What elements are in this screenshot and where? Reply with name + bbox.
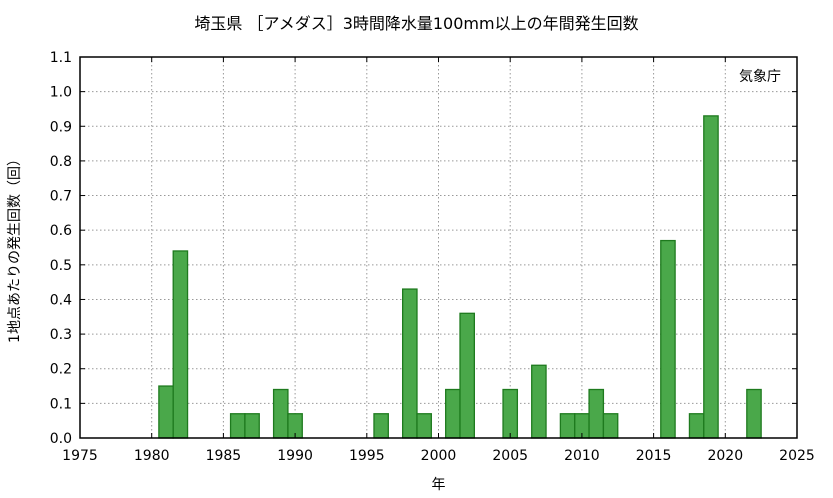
y-tick-label: 0.4 — [50, 292, 72, 308]
bar — [602, 413, 619, 439]
x-tick-label: 1975 — [62, 448, 98, 464]
bar — [229, 413, 246, 439]
bar — [688, 413, 705, 439]
bar — [272, 388, 289, 439]
source-annotation: 気象庁 — [739, 69, 781, 85]
bar — [158, 385, 174, 439]
x-axis-ticks: 1975 1980 1985 1990 1995 2000 2005 2010 2015 2020… — [62, 57, 815, 464]
x-tick-label: 1990 — [277, 448, 313, 464]
x-tick-label: 2025 — [779, 448, 815, 464]
x-tick-label: 1980 — [134, 448, 170, 464]
x-tick-label: 1985 — [206, 448, 242, 464]
bar — [172, 250, 189, 439]
x-tick-label: 2020 — [707, 448, 743, 464]
y-tick-label: 1.0 — [50, 85, 72, 101]
bar — [416, 413, 432, 439]
bar — [531, 364, 547, 439]
bar — [401, 288, 418, 439]
bar — [559, 413, 576, 439]
y-axis-label: 1地点あたりの発生回数（回） — [7, 152, 23, 343]
y-tick-label: 0.0 — [50, 431, 72, 447]
bar — [660, 239, 676, 439]
bar — [502, 388, 519, 439]
y-tick-label: 0.9 — [50, 119, 72, 135]
y-tick-label: 0.1 — [50, 396, 72, 412]
y-tick-label: 0.7 — [50, 189, 72, 205]
grid-lines — [80, 57, 797, 438]
y-tick-label: 0.2 — [50, 362, 72, 378]
bar — [244, 413, 260, 439]
y-tick-label: 0.8 — [50, 154, 72, 170]
y-tick-label: 0.5 — [50, 258, 72, 274]
chart-title: 埼玉県 ［アメダス］3時間降水量100mm以上の年間発生回数 — [194, 14, 639, 33]
bar — [459, 312, 476, 439]
bar — [588, 388, 605, 439]
x-axis-label: 年 — [432, 477, 446, 493]
y-axis-ticks: 0.0 0.1 0.2 0.3 0.4 0.5 0.6 0.7 0.8 0.9 1.0 1.1 — [50, 50, 797, 447]
y-tick-label: 1.1 — [50, 50, 72, 66]
x-tick-label: 2015 — [636, 448, 672, 464]
x-tick-label: 2000 — [421, 448, 457, 464]
bar — [373, 413, 389, 439]
x-tick-label: 2010 — [564, 448, 600, 464]
bars — [158, 115, 762, 439]
bar — [703, 115, 719, 439]
y-tick-label: 0.6 — [50, 223, 72, 239]
y-tick-label: 0.3 — [50, 327, 72, 343]
bar — [445, 388, 461, 439]
bar — [746, 388, 762, 439]
x-tick-label: 1995 — [349, 448, 385, 464]
x-tick-label: 2005 — [492, 448, 528, 464]
